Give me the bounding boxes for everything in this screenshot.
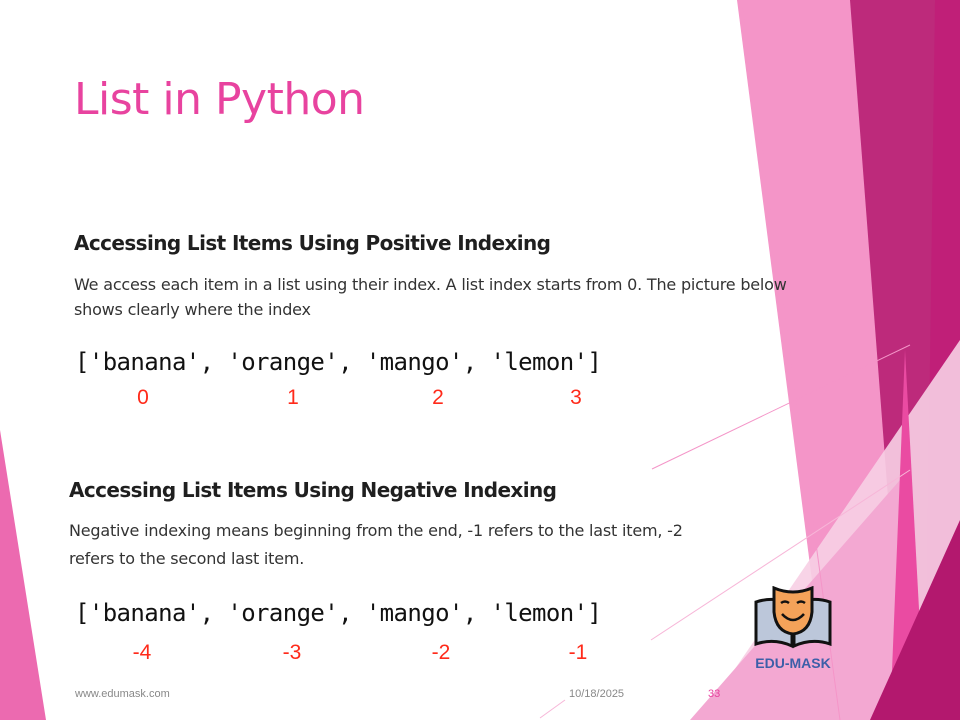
section-heading-positive: Accessing List Items Using Positive Inde… (74, 231, 551, 255)
paragraph-line: shows clearly where the index (74, 300, 311, 319)
index-label: 2 (432, 386, 444, 409)
index-label: 3 (570, 386, 582, 409)
paragraph-line: refers to the second last item. (69, 549, 305, 568)
index-label: 1 (287, 386, 299, 409)
index-label: -4 (132, 641, 152, 664)
paragraph-line: Negative indexing means beginning from t… (69, 521, 683, 540)
index-label: -2 (431, 641, 451, 664)
code-list: ['banana', 'orange', 'mango', 'lemon'] (75, 599, 602, 627)
paragraph-line: We access each item in a list using thei… (74, 275, 787, 294)
code-list: ['banana', 'orange', 'mango', 'lemon'] (75, 348, 602, 376)
section-heading-negative: Accessing List Items Using Negative Inde… (69, 478, 557, 502)
index-label: 0 (137, 386, 149, 409)
index-label: -3 (282, 641, 302, 664)
footer-date: 10/18/2025 (569, 688, 625, 700)
logo-text: EDU-MASK (755, 655, 831, 671)
footer-website: www.edumask.com (75, 688, 170, 700)
theater-mask-book-icon (754, 585, 832, 649)
footer-page-number: 33 (708, 688, 721, 700)
slide-title: List in Python (74, 74, 365, 125)
index-label: -1 (568, 641, 588, 664)
edu-mask-logo: EDU-MASK (752, 585, 834, 672)
